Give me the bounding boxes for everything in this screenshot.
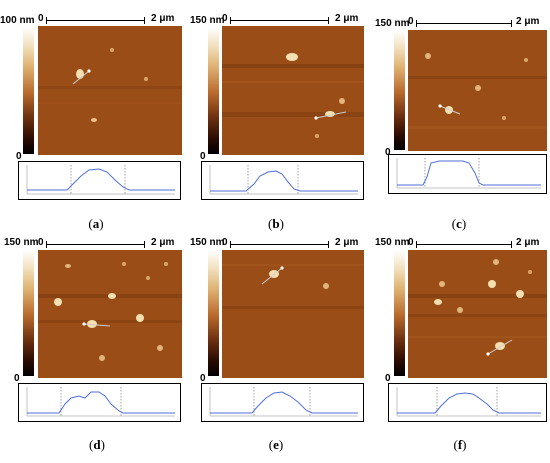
height-profile-plot <box>388 154 547 194</box>
profile-curve <box>27 391 175 414</box>
particle <box>76 69 84 79</box>
particle <box>528 270 532 274</box>
colorbar-max-label: 150 nm <box>375 18 410 29</box>
scale-bar <box>46 17 145 24</box>
particle <box>516 290 524 298</box>
colorbar-min-label: 0 <box>385 373 391 384</box>
particle <box>425 53 431 59</box>
particle <box>502 116 506 120</box>
height-profile-plot <box>201 383 364 422</box>
profile-curve <box>397 160 541 186</box>
height-profile-plot <box>201 161 364 200</box>
profile-curve <box>210 170 358 192</box>
colorbar-max-label: 150 nm <box>190 15 225 26</box>
scale-bar-length-label: 2 μm <box>516 16 540 27</box>
height-colorbar <box>23 250 34 376</box>
colorbar-max-label: 150 nm <box>375 237 410 248</box>
scale-bar-length-label: 2 μm <box>151 237 175 248</box>
scale-bar <box>230 241 329 248</box>
particle <box>457 307 463 313</box>
panel-caption-d: (d) <box>89 437 105 452</box>
height-colorbar <box>208 250 219 376</box>
particle <box>439 281 445 287</box>
height-colorbar <box>23 27 34 154</box>
colorbar-min-label: 0 <box>200 373 206 384</box>
particle <box>524 58 528 62</box>
particle <box>323 283 329 289</box>
scale-bar <box>416 241 512 248</box>
particle <box>65 264 71 268</box>
particle <box>110 48 114 52</box>
profile-marker-line <box>261 267 283 285</box>
panel-caption-c: (c) <box>451 216 467 231</box>
particle <box>87 320 97 328</box>
particle <box>91 118 97 122</box>
particle <box>144 77 148 81</box>
particle <box>99 355 105 361</box>
colorbar-max-label: 150 nm <box>190 237 225 248</box>
height-profile-plot <box>18 161 181 200</box>
particle <box>108 293 116 299</box>
scale-bar-length-label: 2 μm <box>335 237 359 248</box>
particle <box>164 262 168 266</box>
afm-height-image <box>38 250 182 378</box>
particle <box>339 98 345 104</box>
particle <box>146 276 150 280</box>
colorbar-min-label: 0 <box>16 151 22 162</box>
scale-bar <box>416 20 512 27</box>
scale-bar <box>230 17 329 24</box>
particle <box>434 299 442 305</box>
panel-caption-a: (a) <box>88 216 104 231</box>
scale-bar-start-label: 0 <box>38 13 44 24</box>
scale-bar-start-label: 0 <box>408 237 414 248</box>
particle <box>122 262 126 266</box>
colorbar-min-label: 0 <box>200 151 206 162</box>
particle <box>493 259 499 265</box>
height-colorbar <box>208 27 219 154</box>
profile-curve <box>397 392 541 414</box>
particle <box>315 134 319 138</box>
scale-bar-length-label: 2 μm <box>335 13 359 24</box>
scale-bar-start-label: 0 <box>222 13 228 24</box>
colorbar-max-label: 100 nm <box>0 15 35 26</box>
colorbar-min-label: 0 <box>14 373 20 384</box>
particle <box>54 298 62 306</box>
afm-height-image <box>222 250 364 378</box>
profile-marker-line <box>487 339 513 355</box>
scale-bar <box>46 241 145 248</box>
height-profile-plot <box>388 383 547 422</box>
scale-bar-start-label: 0 <box>222 237 228 248</box>
afm-height-image <box>408 250 547 378</box>
scale-bar-length-label: 2 μm <box>516 237 540 248</box>
profile-curve <box>210 391 358 414</box>
profile-marker-line <box>83 323 111 327</box>
profile-marker-line <box>439 105 461 115</box>
height-profile-plot <box>18 383 181 422</box>
profile-marker-line <box>315 111 347 119</box>
colorbar-min-label: 0 <box>385 147 391 158</box>
profile-marker-line <box>72 70 90 85</box>
profile-curve <box>27 168 175 191</box>
height-colorbar <box>394 30 405 150</box>
scale-bar-start-label: 0 <box>408 16 414 27</box>
afm-height-image <box>408 30 547 151</box>
afm-height-image <box>38 26 182 155</box>
particle <box>286 53 298 61</box>
panel-caption-e: (e) <box>268 437 284 452</box>
scale-bar-start-label: 0 <box>38 237 44 248</box>
particle <box>136 314 144 322</box>
particle <box>488 280 496 288</box>
particle <box>157 345 163 351</box>
particle <box>475 85 481 91</box>
afm-height-image <box>222 26 364 155</box>
height-colorbar <box>394 250 405 376</box>
scale-bar-length-label: 2 μm <box>151 13 175 24</box>
colorbar-max-label: 150 nm <box>4 237 39 248</box>
panel-caption-f: (f) <box>453 437 467 452</box>
panel-caption-b: (b) <box>268 216 284 231</box>
